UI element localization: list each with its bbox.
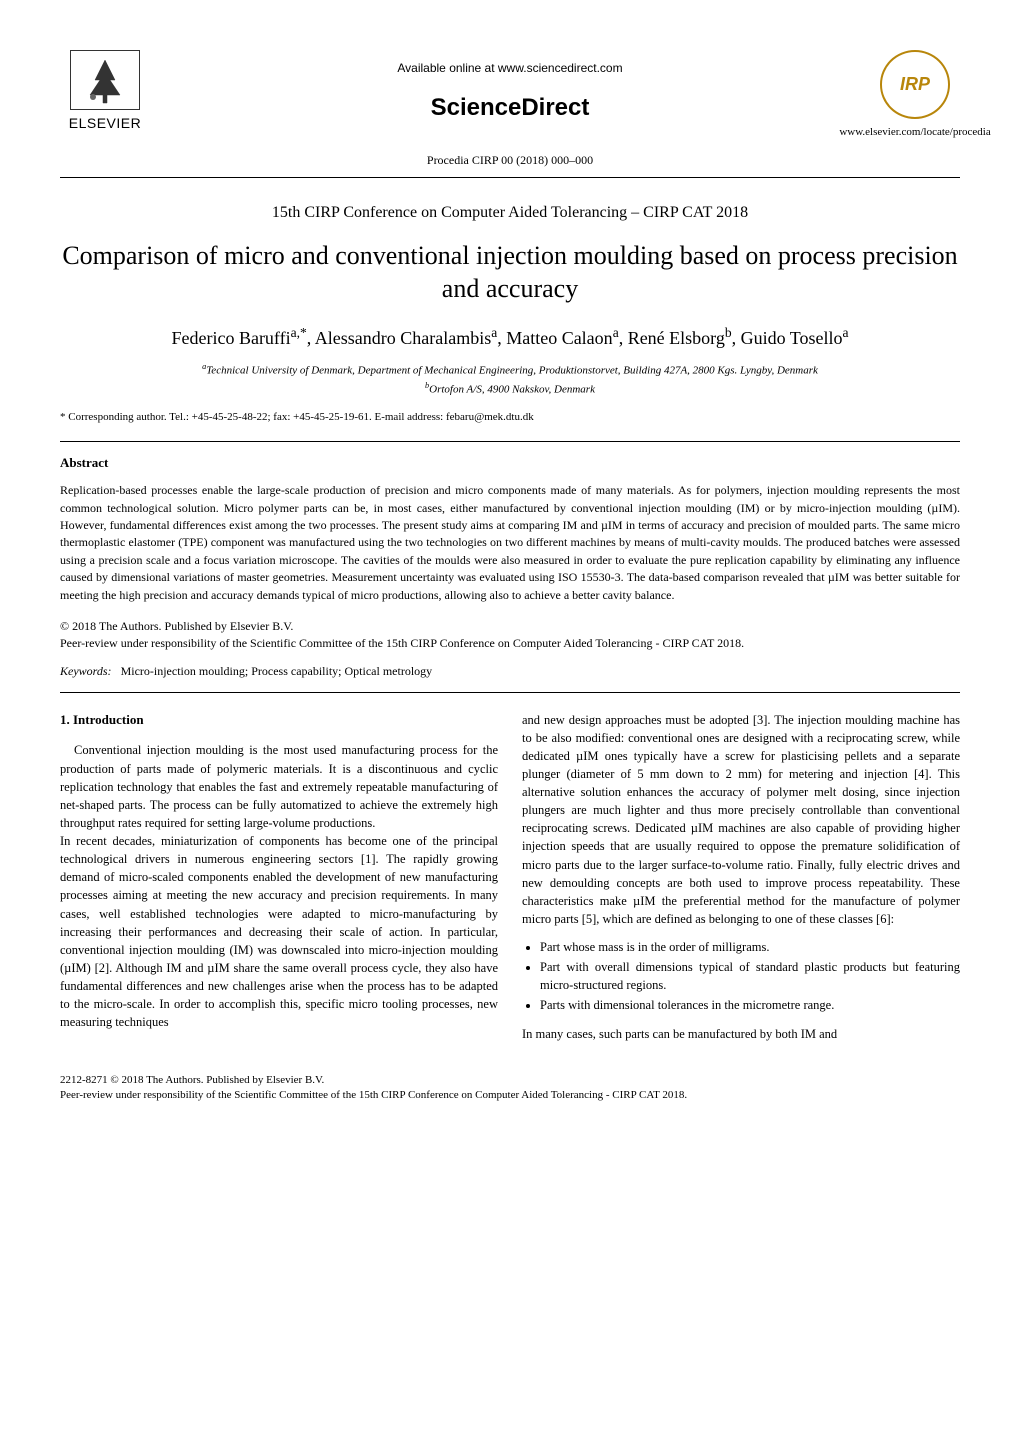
list-item: Part with overall dimensions typical of … [540, 958, 960, 994]
col1-para1: Conventional injection moulding is the m… [60, 741, 498, 832]
journal-url: www.elsevier.com/locate/procedia [839, 125, 990, 140]
bullet-list: Part whose mass is in the order of milli… [540, 938, 960, 1015]
header-divider [60, 177, 960, 178]
center-header: Available online at www.sciencedirect.co… [150, 50, 870, 169]
col1-para2: In recent decades, miniaturization of co… [60, 832, 498, 1031]
abstract-heading: Abstract [60, 454, 960, 472]
available-online-text: Available online at www.sciencedirect.co… [150, 60, 870, 77]
conference-name: 15th CIRP Conference on Computer Aided T… [60, 202, 960, 224]
left-column: 1. Introduction Conventional injection m… [60, 711, 498, 1043]
affiliations: aTechnical University of Denmark, Depart… [60, 361, 960, 397]
elsevier-logo: ELSEVIER [60, 50, 150, 140]
cirp-circle-icon: IRP [880, 50, 950, 119]
list-item: Part whose mass is in the order of milli… [540, 938, 960, 956]
footer-line1: 2212-8271 © 2018 The Authors. Published … [60, 1073, 960, 1088]
keywords-text: Micro-injection moulding; Process capabi… [121, 664, 433, 678]
paper-title: Comparison of micro and conventional inj… [60, 239, 960, 307]
cirp-logo: IRP www.elsevier.com/locate/procedia [870, 50, 960, 140]
list-item: Parts with dimensional tolerances in the… [540, 996, 960, 1014]
two-column-body: 1. Introduction Conventional injection m… [60, 711, 960, 1043]
copyright-line1: © 2018 The Authors. Published by Elsevie… [60, 618, 960, 635]
abstract-top-divider [60, 441, 960, 442]
elsevier-label: ELSEVIER [69, 114, 141, 134]
header-row: ELSEVIER Available online at www.science… [60, 50, 960, 169]
col2-para1: and new design approaches must be adopte… [522, 711, 960, 929]
col2-para2: In many cases, such parts can be manufac… [522, 1025, 960, 1043]
cirp-text: IRP [900, 72, 930, 97]
footer: 2212-8271 © 2018 The Authors. Published … [60, 1073, 960, 1104]
keywords-label: Keywords: [60, 664, 112, 678]
right-column: and new design approaches must be adopte… [522, 711, 960, 1043]
footer-line2: Peer-review under responsibility of the … [60, 1088, 960, 1103]
affiliation-b: bOrtofon A/S, 4900 Nakskov, Denmark [60, 380, 960, 398]
affiliation-a: aTechnical University of Denmark, Depart… [60, 361, 960, 379]
authors-list: Federico Baruffia,*, Alessandro Charalam… [60, 324, 960, 351]
procedia-citation: Procedia CIRP 00 (2018) 000–000 [150, 152, 870, 169]
corresponding-author: * Corresponding author. Tel.: +45-45-25-… [60, 410, 960, 425]
copyright-line2: Peer-review under responsibility of the … [60, 635, 960, 652]
sciencedirect-logo: ScienceDirect [150, 91, 870, 125]
keywords-bottom-divider [60, 692, 960, 693]
keywords-line: Keywords: Micro-injection moulding; Proc… [60, 663, 960, 680]
elsevier-tree-icon [70, 50, 140, 110]
copyright-block: © 2018 The Authors. Published by Elsevie… [60, 618, 960, 653]
intro-heading: 1. Introduction [60, 711, 498, 730]
abstract-text: Replication-based processes enable the l… [60, 482, 960, 604]
